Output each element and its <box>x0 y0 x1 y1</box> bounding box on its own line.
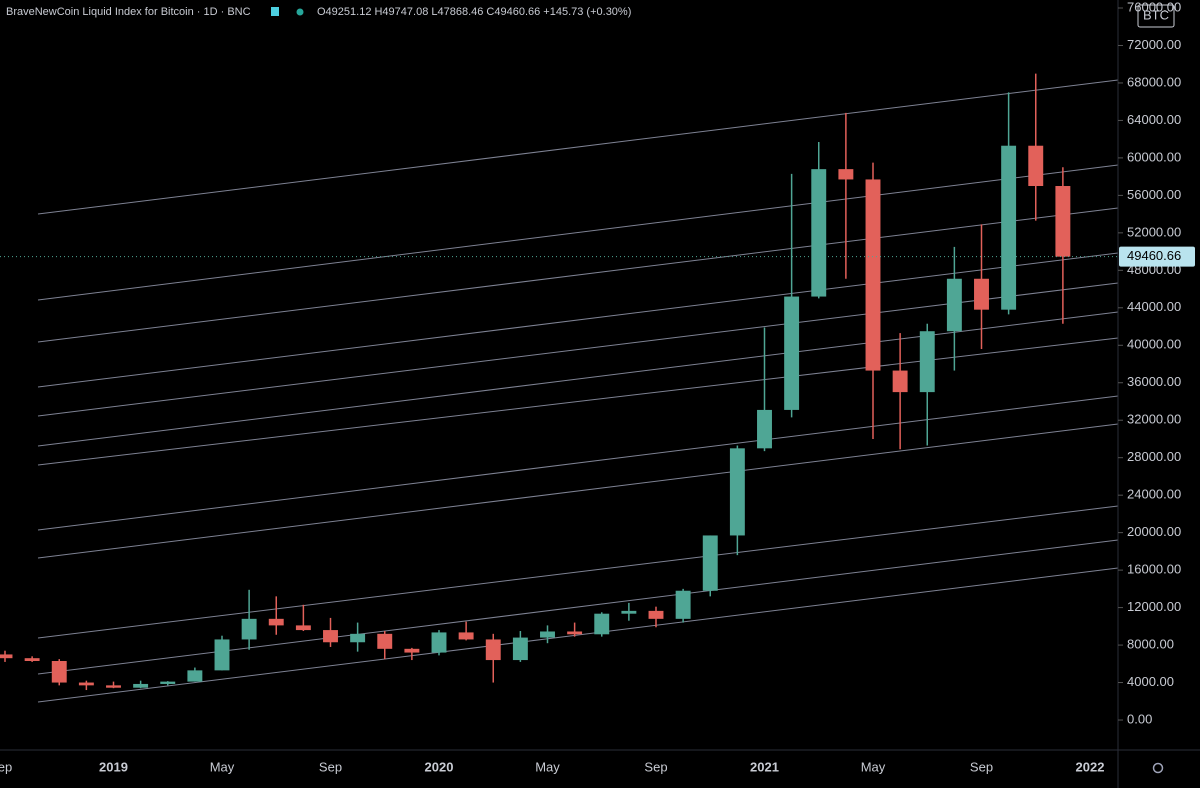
y-tick-label: 56000.00 <box>1127 187 1181 202</box>
x-tick-label: Sep <box>970 759 993 774</box>
candle-body <box>241 618 257 640</box>
x-tick-label: May <box>535 759 560 774</box>
candle-body <box>946 278 962 332</box>
trend-line <box>37 207 1119 343</box>
candle-body <box>784 296 800 410</box>
candle-body <box>757 409 772 449</box>
candle-body <box>323 630 338 643</box>
y-tick-label: 28000.00 <box>1127 449 1181 464</box>
candle-body <box>51 660 67 683</box>
x-tick-label: Sep <box>319 759 342 774</box>
candle-body <box>295 625 311 631</box>
candle-body <box>1055 186 1071 257</box>
candle-body <box>648 610 664 619</box>
y-tick-label: 76000.00 <box>1127 0 1181 14</box>
x-tick-label: 2019 <box>99 759 128 774</box>
flag-icon <box>271 7 279 16</box>
trend-line <box>37 423 1119 559</box>
trend-line <box>37 311 1119 447</box>
candle-body <box>78 682 94 686</box>
symbol-badge-box[interactable] <box>1137 4 1175 28</box>
candle-body <box>540 631 555 638</box>
trend-line <box>37 337 1119 466</box>
candle-body <box>702 535 718 591</box>
y-tick-label: 44000.00 <box>1127 299 1181 314</box>
candle-body <box>214 639 230 671</box>
x-tick-label: May <box>861 759 886 774</box>
candle-body <box>160 681 176 684</box>
y-tick-label: 20000.00 <box>1127 524 1181 539</box>
y-tick-label: 16000.00 <box>1127 562 1181 577</box>
candle-body <box>621 610 637 614</box>
candle-body <box>187 670 203 682</box>
candle-body <box>811 169 827 297</box>
x-tick-label: 2020 <box>425 759 454 774</box>
candle-body <box>838 169 854 180</box>
ohlc-legend: O49251.12 H49747.08 L47868.46 C49460.66 … <box>317 6 631 18</box>
candle-body <box>377 633 393 649</box>
trend-line <box>37 505 1119 639</box>
x-tick-label: Sep <box>644 759 667 774</box>
y-tick-label: 12000.00 <box>1127 599 1181 614</box>
candle-body <box>1001 145 1017 310</box>
y-tick-label: 0.00 <box>1127 711 1152 726</box>
symbol-badge[interactable]: BTC <box>1143 7 1169 22</box>
x-tick-label: 2021 <box>750 759 779 774</box>
y-tick-label: 36000.00 <box>1127 374 1181 389</box>
candle-body <box>594 613 610 635</box>
y-tick-label: 8000.00 <box>1127 637 1174 652</box>
candle-body <box>404 648 420 653</box>
trend-line <box>37 252 1119 388</box>
trend-line <box>37 79 1119 215</box>
candle-body <box>106 685 121 688</box>
x-tick-label: May <box>210 759 235 774</box>
candle-body <box>133 683 149 688</box>
candle-body <box>675 590 691 619</box>
candle-body <box>268 618 284 626</box>
candle-body <box>485 639 501 661</box>
y-tick-label: 68000.00 <box>1127 74 1181 89</box>
status-dot <box>296 8 304 16</box>
candle-body <box>919 331 935 393</box>
trend-line <box>37 395 1119 531</box>
y-tick-label: 32000.00 <box>1127 412 1181 427</box>
candle-body <box>729 448 745 536</box>
y-tick-label: 72000.00 <box>1127 37 1181 52</box>
y-tick-label: 60000.00 <box>1127 149 1181 164</box>
candle-body <box>512 637 528 661</box>
candle-body <box>567 631 583 635</box>
settings-icon[interactable] <box>1152 762 1164 774</box>
x-tick-label: ep <box>0 759 12 774</box>
candle-body <box>1028 145 1044 187</box>
candle-body <box>865 179 881 371</box>
last-price-box <box>1119 246 1195 267</box>
candle-body <box>431 632 447 653</box>
trend-line <box>37 164 1119 301</box>
y-tick-label: 24000.00 <box>1127 487 1181 502</box>
trend-line <box>37 567 1119 703</box>
candle-body <box>0 654 13 659</box>
chart-title: BraveNewCoin Liquid Index for Bitcoin · … <box>6 6 251 18</box>
trend-line <box>37 282 1119 417</box>
x-tick-label: 2022 <box>1076 759 1105 774</box>
y-tick-label: 40000.00 <box>1127 337 1181 352</box>
candle-body <box>350 633 366 643</box>
y-tick-label: 64000.00 <box>1127 112 1181 127</box>
last-price-label: 49460.66 <box>1127 248 1181 263</box>
candle-body <box>974 278 989 310</box>
y-tick-label: 4000.00 <box>1127 674 1174 689</box>
candle-body <box>24 658 40 661</box>
candle-body <box>458 632 474 640</box>
y-tick-label: 52000.00 <box>1127 224 1181 239</box>
candle-body <box>892 370 908 393</box>
